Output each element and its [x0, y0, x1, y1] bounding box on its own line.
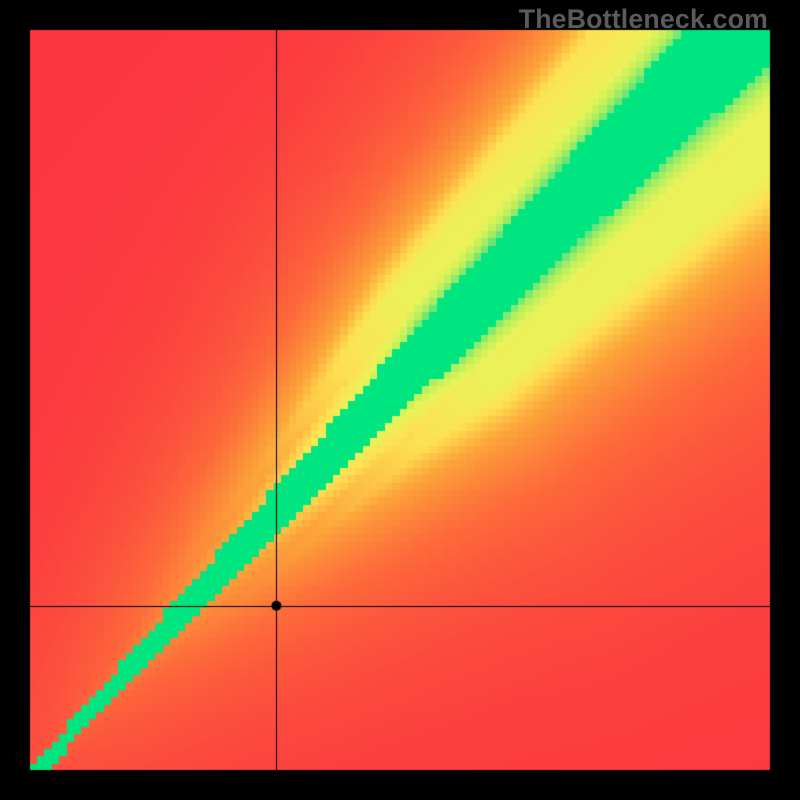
- heatmap-canvas: [0, 0, 800, 800]
- chart-container: { "watermark": { "text": "TheBottleneck.…: [0, 0, 800, 800]
- watermark-text: TheBottleneck.com: [519, 4, 768, 35]
